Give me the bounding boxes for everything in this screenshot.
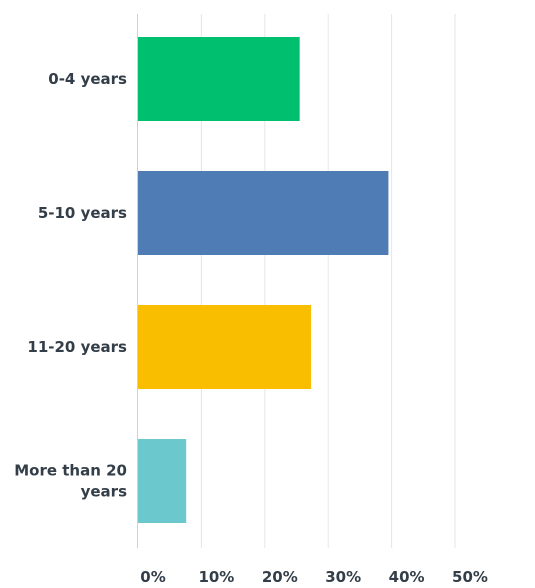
bar-3 [138, 439, 187, 523]
x-tick-labels: 0% 10% 20% 30% 40% 50% [140, 568, 488, 586]
x-tick-label-30: 30% [325, 568, 361, 586]
bar-1 [138, 171, 389, 255]
category-label-2: 11-20 years [27, 338, 127, 356]
bars [138, 37, 389, 523]
bar-2 [138, 305, 312, 389]
x-tick-label-0: 0% [140, 568, 165, 586]
x-tick-label-50: 50% [452, 568, 488, 586]
bar-0 [138, 37, 300, 121]
category-label-1: 5-10 years [38, 204, 127, 222]
x-tick-label-20: 20% [262, 568, 298, 586]
x-tick-label-10: 10% [198, 568, 234, 586]
x-tick-label-40: 40% [389, 568, 425, 586]
category-labels: 0-4 years 5-10 years 11-20 years More than … [14, 70, 127, 501]
category-label-0: 0-4 years [48, 70, 127, 88]
category-label-3: More than 20 years [14, 462, 127, 501]
